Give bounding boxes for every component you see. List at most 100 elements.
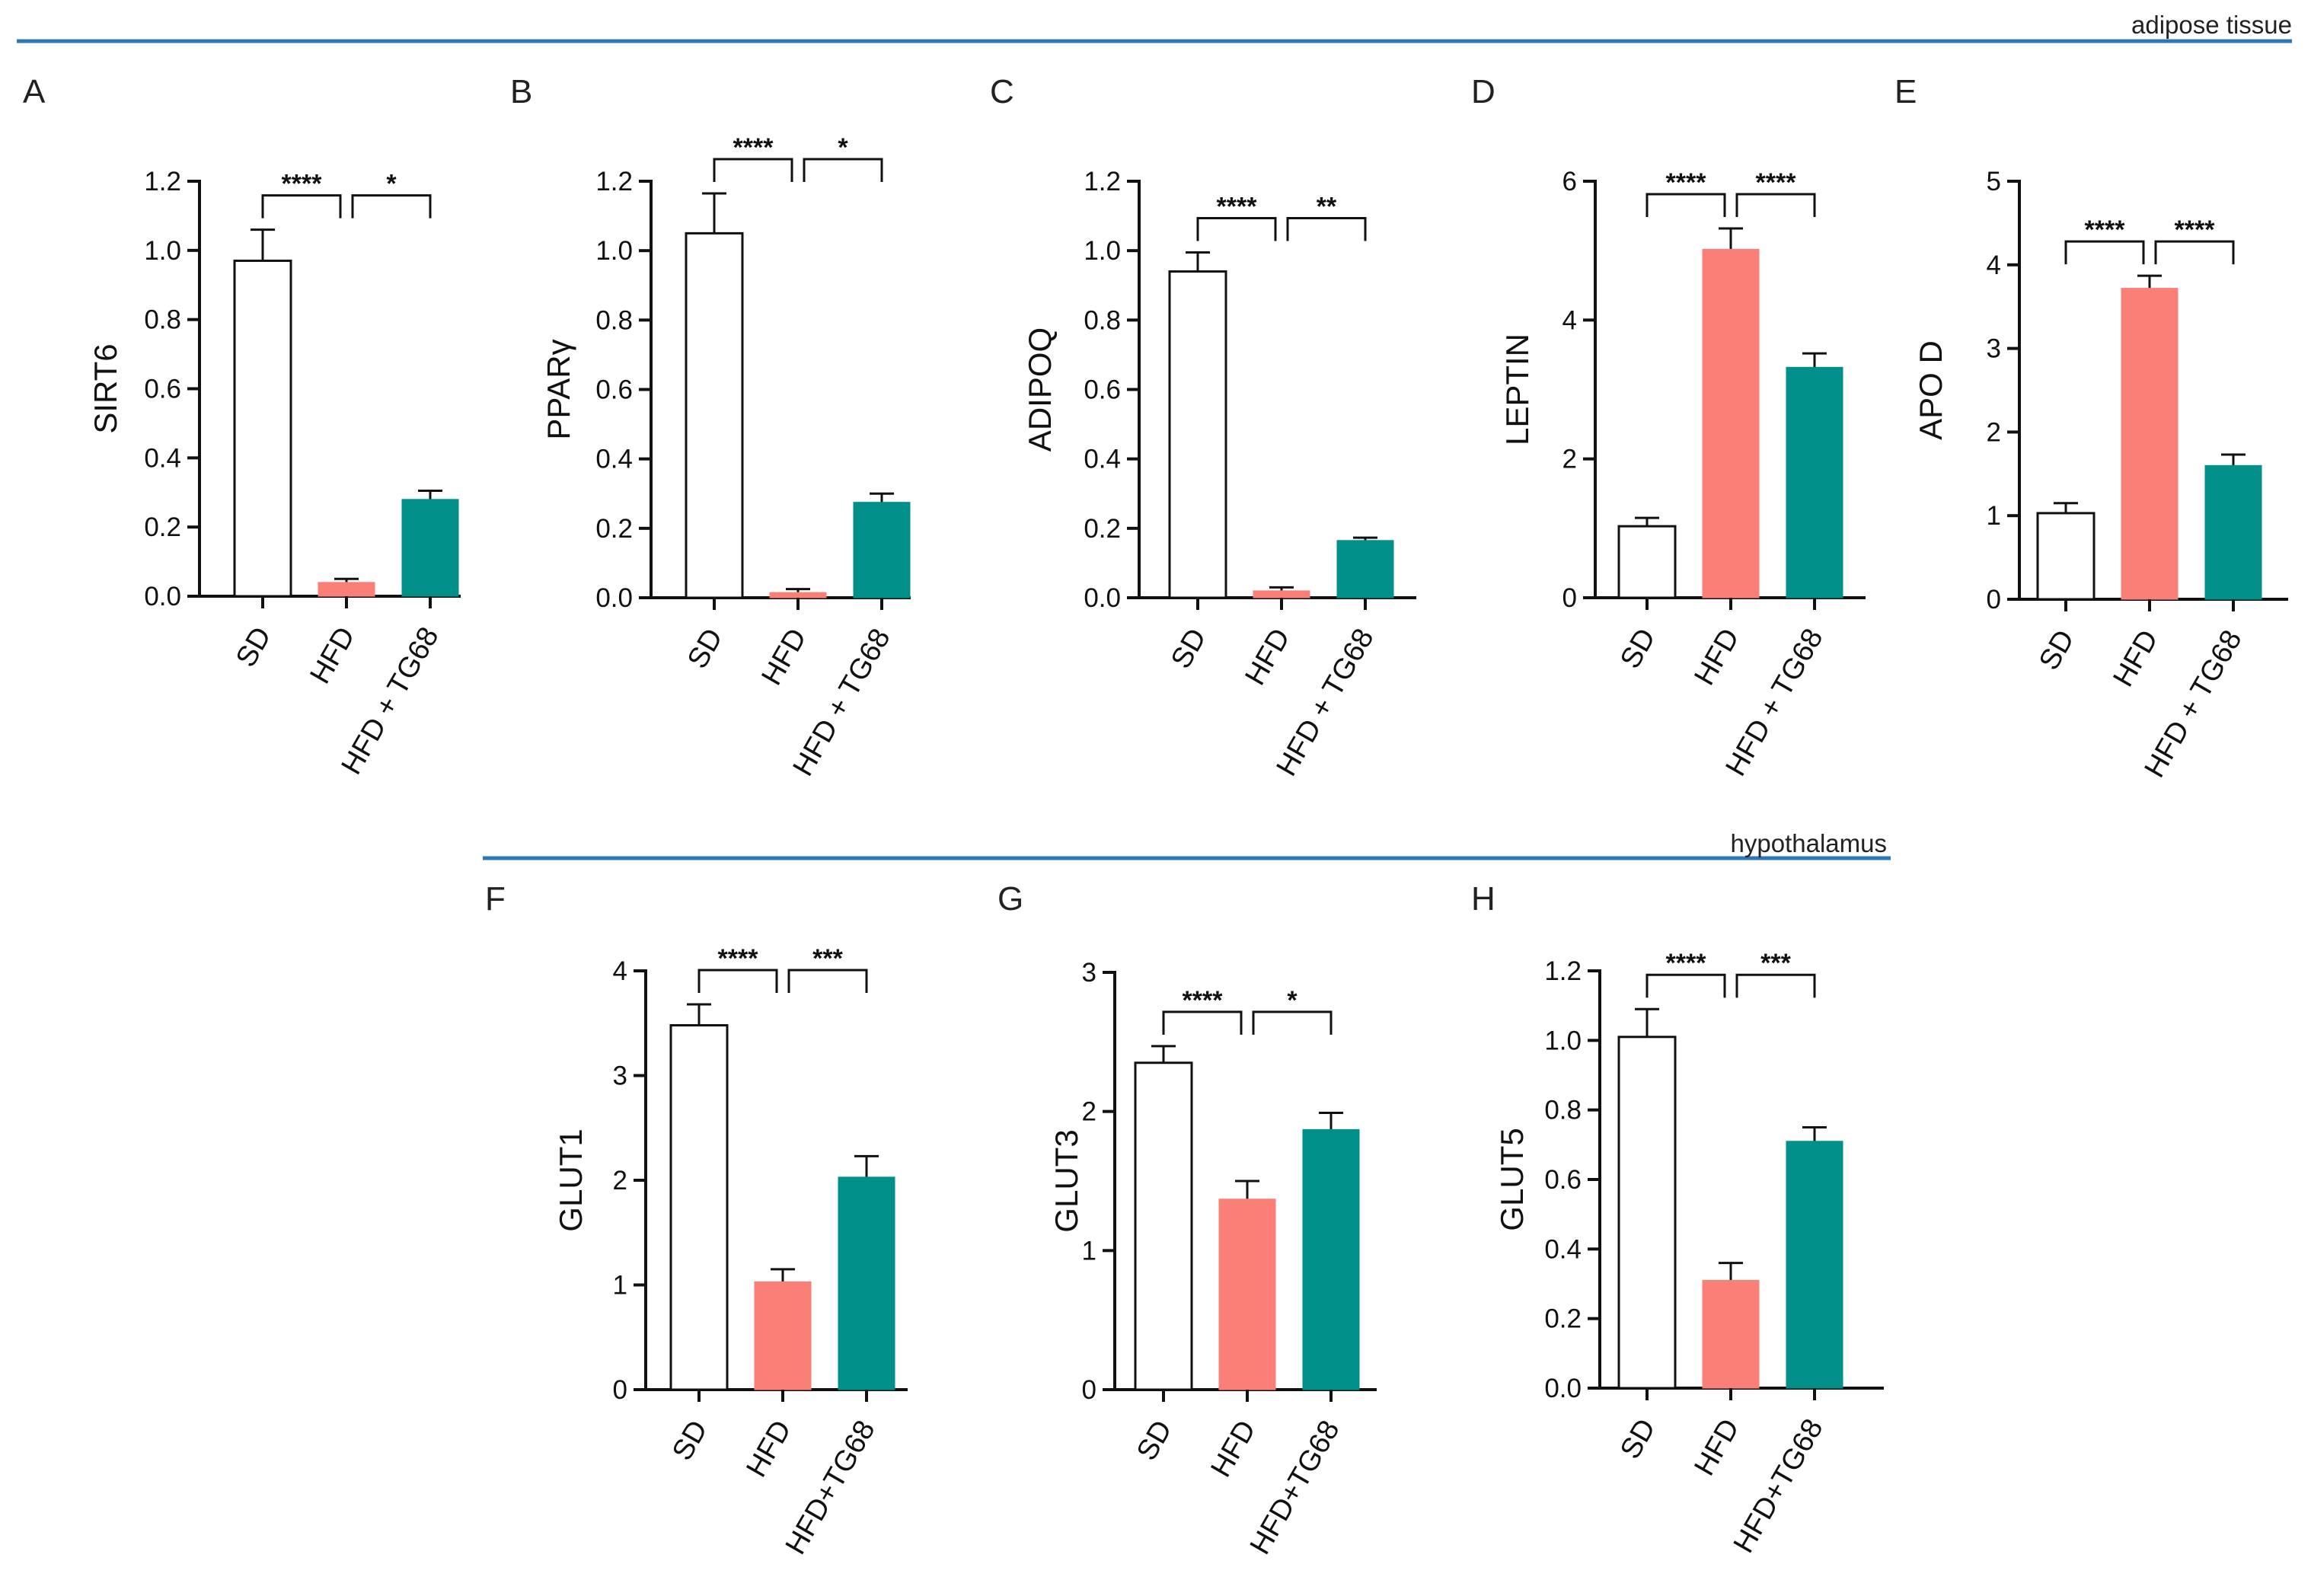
y-tick-label: 0.8 bbox=[144, 305, 181, 335]
significance-label: ** bbox=[1317, 192, 1337, 221]
category-label-hfd: HFD bbox=[740, 1416, 797, 1483]
category-label-hfd: HFD bbox=[755, 624, 812, 691]
y-tick-label: 3 bbox=[1987, 334, 2001, 364]
bar-hfd bbox=[2121, 288, 2179, 600]
hypothalamus-section-label: hypothalamus bbox=[1731, 829, 1887, 857]
panel-letter: D bbox=[1471, 73, 1495, 110]
y-axis-label: PPARγ bbox=[541, 339, 576, 439]
significance-label: *** bbox=[1760, 949, 1791, 978]
significance-bracket bbox=[1735, 193, 1816, 217]
category-label-sd: SD bbox=[681, 624, 729, 675]
y-tick-label: 0.4 bbox=[1084, 445, 1121, 474]
category-label-sd: SD bbox=[230, 622, 278, 673]
y-tick-label: 4 bbox=[1562, 305, 1577, 335]
y-tick-label: 0.8 bbox=[1544, 1096, 1582, 1125]
category-label-treated: HFD+TG68 bbox=[780, 1416, 882, 1560]
significance-label: **** bbox=[1183, 986, 1224, 1015]
y-tick-label: 1 bbox=[1082, 1236, 1096, 1266]
category-label-sd: SD bbox=[2033, 625, 2081, 676]
significance-label: **** bbox=[2085, 215, 2126, 244]
y-tick-label: 0.6 bbox=[595, 375, 633, 405]
y-tick-label: 6 bbox=[1562, 167, 1577, 196]
bar-sd bbox=[1617, 1036, 1677, 1390]
y-tick-label: 0.6 bbox=[144, 375, 181, 404]
category-label-hfd: HFD bbox=[1688, 1414, 1745, 1482]
category-label-treated: HFD+TG68 bbox=[1244, 1416, 1346, 1560]
y-tick-label: 3 bbox=[1082, 958, 1096, 988]
y-tick-label: 2 bbox=[1987, 417, 2001, 447]
bar-treated bbox=[401, 499, 459, 597]
y-axis-label: GLUT3 bbox=[1049, 1129, 1084, 1232]
y-axis-label: GLUT5 bbox=[1494, 1128, 1530, 1231]
bar-hfd bbox=[754, 1281, 812, 1390]
y-tick-label: 0 bbox=[1082, 1375, 1096, 1405]
category-label-hfd: HFD bbox=[1205, 1416, 1262, 1483]
bar-hfd bbox=[318, 582, 375, 597]
significance-label: * bbox=[1287, 986, 1298, 1015]
category-label-sd: SD bbox=[1165, 624, 1213, 675]
bar-sd bbox=[669, 1024, 729, 1391]
bar-treated bbox=[1336, 540, 1394, 598]
significance-bracket bbox=[2064, 240, 2145, 265]
significance-bracket bbox=[713, 158, 793, 182]
category-label-hfd: HFD bbox=[2107, 625, 2164, 693]
panel-letter: H bbox=[1471, 880, 1495, 918]
significance-bracket bbox=[351, 194, 432, 219]
y-tick-label: 0.2 bbox=[1084, 514, 1121, 544]
y-tick-label: 3 bbox=[613, 1061, 627, 1091]
y-tick-label: 1.0 bbox=[595, 236, 633, 266]
y-tick-label: 0.2 bbox=[144, 512, 181, 542]
significance-bracket bbox=[1162, 1010, 1243, 1035]
bar-hfd bbox=[1702, 248, 1760, 598]
y-tick-label: 0.6 bbox=[1544, 1165, 1582, 1195]
bar-treated bbox=[853, 502, 911, 598]
bar-hfd bbox=[769, 592, 827, 598]
y-tick-label: 0.4 bbox=[1544, 1234, 1582, 1264]
y-tick-label: 0.2 bbox=[1544, 1304, 1582, 1334]
significance-label: *** bbox=[812, 944, 843, 973]
significance-label: **** bbox=[733, 133, 774, 162]
y-tick-label: 0 bbox=[613, 1375, 627, 1405]
y-tick-label: 1.0 bbox=[1544, 1026, 1582, 1055]
y-tick-label: 2 bbox=[613, 1166, 627, 1195]
significance-label: **** bbox=[2175, 215, 2216, 244]
significance-label: **** bbox=[282, 170, 323, 199]
category-label-treated: HFD+TG68 bbox=[1728, 1414, 1830, 1559]
category-label-sd: SD bbox=[666, 1416, 714, 1467]
category-label-sd: SD bbox=[1614, 1414, 1662, 1465]
bar-treated bbox=[1302, 1128, 1360, 1390]
panel-letter: E bbox=[1894, 73, 1917, 110]
bar-sd bbox=[1134, 1061, 1193, 1391]
bar-sd bbox=[2036, 512, 2096, 601]
y-tick-label: 0.0 bbox=[595, 583, 633, 613]
bar-hfd bbox=[1218, 1199, 1276, 1390]
significance-bracket bbox=[1196, 216, 1277, 241]
significance-bracket bbox=[1286, 216, 1367, 241]
y-tick-label: 0.8 bbox=[595, 305, 633, 335]
panel-letter: B bbox=[510, 73, 532, 110]
y-tick-label: 4 bbox=[613, 956, 627, 986]
category-label-sd: SD bbox=[1131, 1416, 1179, 1467]
significance-label: **** bbox=[1756, 168, 1797, 197]
y-axis-label: ADIPOQ bbox=[1022, 327, 1058, 452]
bar-sd bbox=[685, 231, 744, 599]
y-tick-label: 0 bbox=[1987, 585, 2001, 614]
bar-hfd bbox=[1702, 1279, 1760, 1389]
panel-letter: G bbox=[997, 880, 1023, 918]
y-tick-label: 1 bbox=[1987, 501, 2001, 531]
significance-bracket bbox=[1645, 193, 1726, 217]
panel-letter: C bbox=[990, 73, 1014, 110]
significance-bracket bbox=[803, 158, 883, 182]
y-axis-label: GLUT1 bbox=[553, 1128, 589, 1231]
significance-label: * bbox=[386, 170, 397, 199]
y-tick-label: 0.0 bbox=[1544, 1374, 1582, 1403]
bar-treated bbox=[838, 1176, 895, 1390]
y-tick-label: 1.0 bbox=[144, 236, 181, 266]
significance-bracket bbox=[261, 194, 342, 219]
significance-bracket bbox=[2154, 240, 2235, 265]
y-axis-label: SIRT6 bbox=[88, 343, 123, 433]
